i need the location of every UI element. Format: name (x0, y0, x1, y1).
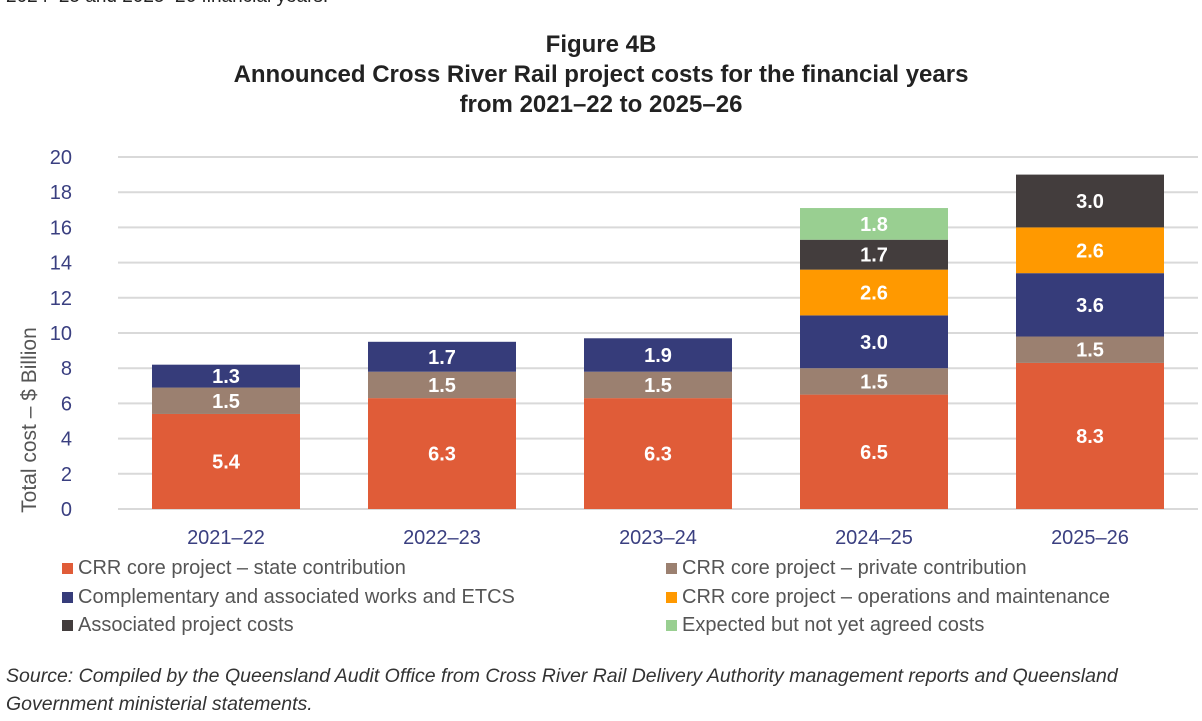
chart-title-line-2: from 2021–22 to 2025–26 (459, 91, 743, 118)
legend-swatch (62, 592, 73, 603)
bar-segment (584, 371, 732, 399)
y-tick-label: 10 (50, 323, 72, 345)
bar-segment (152, 387, 300, 414)
legend-item: CRR core project – operations and mainte… (666, 586, 1110, 609)
bar-segment (1016, 273, 1164, 337)
legend-label: Expected but not yet agreed costs (682, 614, 985, 636)
data-label: 3.0 (1076, 191, 1104, 213)
bar-segment (1016, 362, 1164, 509)
y-tick-label: 8 (61, 358, 72, 380)
legend-item: Associated project costs (62, 614, 294, 637)
data-label: 1.5 (212, 391, 240, 413)
legend-swatch (666, 620, 677, 631)
legend-swatch (666, 592, 677, 603)
x-tick-label: 2025–26 (1051, 527, 1129, 549)
legend-label: CRR core project – private contribution (682, 557, 1027, 579)
data-label: 5.4 (212, 451, 241, 473)
data-label: 1.5 (428, 375, 456, 397)
x-tick-label: 2022–23 (403, 527, 481, 549)
data-label: 1.5 (1076, 340, 1104, 362)
y-tick-label: 18 (50, 182, 72, 204)
y-tick-label: 16 (50, 217, 72, 239)
source-note: Source: Compiled by the Queensland Audit… (6, 665, 1118, 715)
bar-segment (800, 269, 948, 316)
legend-swatch (62, 620, 73, 631)
x-tick-label: 2023–24 (619, 527, 697, 549)
y-tick-label: 20 (50, 147, 72, 169)
bar-segment (800, 394, 948, 509)
bar-segment (584, 338, 732, 372)
bar-segment (1016, 336, 1164, 363)
bar-segment (584, 398, 732, 509)
data-label: 6.3 (644, 444, 672, 466)
y-tick-label: 0 (61, 499, 72, 521)
bar-segment (368, 398, 516, 509)
y-tick-label: 4 (61, 429, 72, 451)
bar-segment (152, 413, 300, 509)
data-label: 8.3 (1076, 426, 1104, 448)
legend-label: CRR core project – operations and mainte… (682, 586, 1111, 608)
data-label: 3.6 (1076, 295, 1104, 317)
bar-segment (800, 368, 948, 395)
data-label: 2.6 (1076, 240, 1104, 262)
data-label: 1.3 (212, 366, 240, 388)
bar-segment (800, 239, 948, 270)
legend-item: CRR core project – private contribution (666, 557, 1027, 580)
legend-label: CRR core project – state contribution (78, 557, 406, 579)
data-label: 1.5 (860, 371, 888, 393)
data-label: 1.7 (860, 245, 888, 267)
legend-label: Associated project costs (78, 614, 294, 636)
intro-text: 2024–25 and 2025–26 financial years. (6, 0, 328, 8)
legend-item: Expected but not yet agreed costs (666, 614, 984, 637)
legend-item: CRR core project – state contribution (62, 557, 406, 580)
bar-segment (368, 341, 516, 372)
legend-swatch (62, 563, 73, 574)
figure-number: Figure 4B (545, 31, 657, 58)
legend-swatch (666, 563, 677, 574)
chart-title-line-1: Announced Cross River Rail project costs… (233, 61, 969, 88)
data-label: 1.9 (644, 345, 672, 367)
bar-segment (1016, 174, 1164, 228)
y-tick-label: 12 (50, 288, 72, 310)
bar-segment (152, 364, 300, 388)
data-label: 1.7 (428, 347, 456, 369)
y-axis-label: Total cost – $ Billion (18, 327, 41, 513)
data-label: 3.0 (860, 332, 888, 354)
x-tick-label: 2024–25 (835, 527, 913, 549)
data-label: 1.5 (644, 375, 672, 397)
y-tick-label: 14 (50, 253, 72, 275)
data-label: 6.5 (860, 442, 888, 464)
data-label: 6.3 (428, 444, 456, 466)
legend-label: Complementary and associated works and E… (78, 586, 515, 608)
data-label: 2.6 (860, 283, 888, 305)
bar-segment (368, 371, 516, 399)
data-label: 1.8 (860, 214, 888, 236)
y-tick-label: 2 (61, 464, 72, 486)
legend-item: Complementary and associated works and E… (62, 586, 515, 609)
bar-segment (800, 208, 948, 240)
y-tick-label: 6 (61, 393, 72, 415)
bar-segment (1016, 227, 1164, 274)
x-tick-label: 2021–22 (187, 527, 265, 549)
bar-segment (800, 315, 948, 369)
